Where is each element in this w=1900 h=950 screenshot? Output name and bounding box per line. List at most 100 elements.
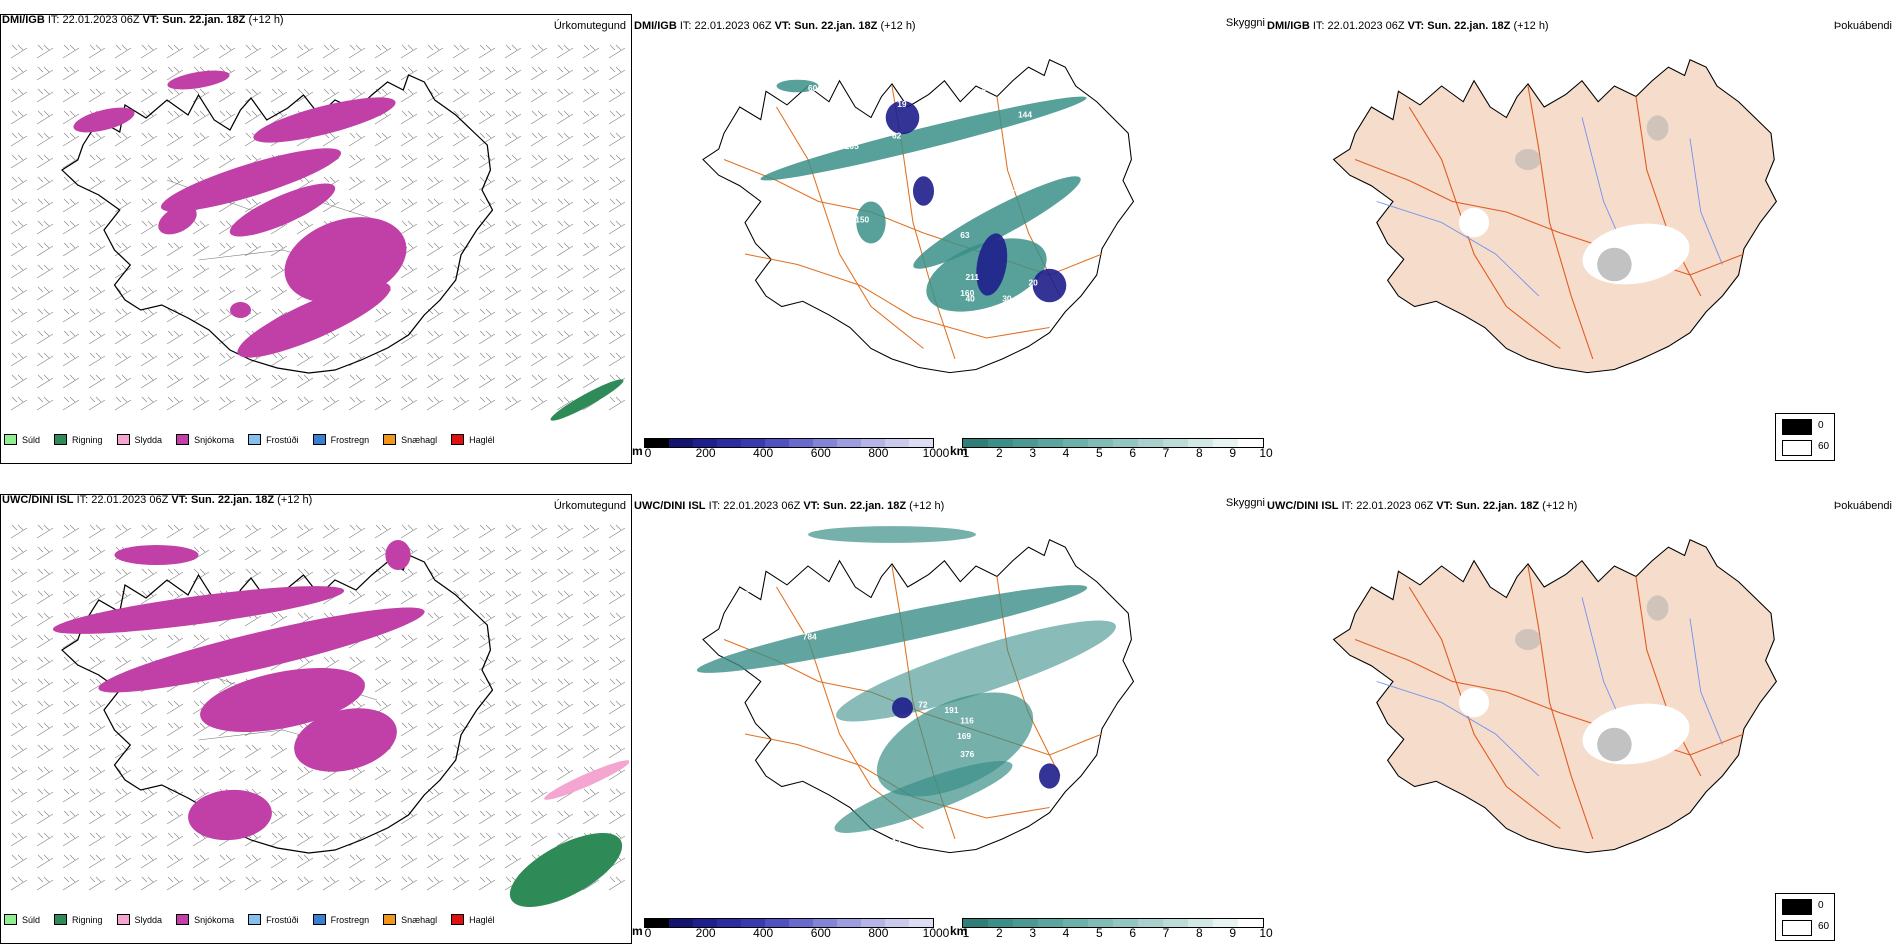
forecast-row: UWC/DINI ISL IT: 22.01.2023 06Z VT: Sun.… (0, 480, 1900, 950)
panel-title: DMI/IGB IT: 22.01.2023 06Z VT: Sun. 22.j… (2, 14, 284, 26)
wind-barb (478, 590, 496, 605)
wind-barb (244, 524, 262, 539)
wind-barb (478, 286, 496, 301)
visibility-value-label: 63 (960, 230, 970, 240)
wind-barb (478, 634, 496, 649)
wind-barb (10, 854, 28, 869)
wind-barb (62, 132, 80, 147)
wind-barb (504, 176, 522, 191)
visibility-value-label: 191 (945, 705, 959, 715)
wind-barb (608, 220, 626, 235)
wind-barb (426, 352, 444, 367)
wind-barb (374, 176, 392, 191)
wind-barb (114, 744, 132, 759)
wind-barb (36, 220, 54, 235)
wind-barb (582, 744, 600, 759)
fog-area (1646, 595, 1669, 621)
wind-barb (400, 352, 418, 367)
wind-barb (530, 220, 548, 235)
colorbar-cell (1113, 439, 1138, 447)
wind-barb (166, 722, 184, 737)
wind-barb (504, 546, 522, 561)
wind-barb (36, 132, 54, 147)
wind-barb (192, 788, 210, 803)
wind-barb (478, 788, 496, 803)
wind-barb (478, 330, 496, 345)
colorbar-cell (1113, 919, 1138, 927)
colorbar-cell (741, 919, 765, 927)
wind-barb (426, 132, 444, 147)
wind-barb (530, 396, 548, 411)
wind-barb (556, 66, 574, 81)
wind-barb (62, 220, 80, 235)
it-label: IT: (679, 20, 692, 32)
colorbar-tick-label: 7 (1162, 926, 1170, 940)
wind-barb (88, 66, 106, 81)
fog-area (1515, 629, 1541, 650)
low-visibility-area (836, 620, 1116, 722)
wind-barb (374, 590, 392, 605)
wind-barb (608, 242, 626, 257)
wind-barb (270, 286, 288, 301)
wind-barb (400, 876, 418, 891)
wind-barb (582, 612, 600, 627)
wind-barb (166, 568, 184, 583)
wind-barb (582, 524, 600, 539)
visibility-value-label: 27 (924, 99, 934, 109)
wind-barb (88, 788, 106, 803)
wind-barb (556, 220, 574, 235)
wind-barb (426, 700, 444, 715)
wind-barb (504, 220, 522, 235)
wind-barb (10, 154, 28, 169)
wind-barb (218, 744, 236, 759)
wind-barb (244, 264, 262, 279)
wind-barb (270, 788, 288, 803)
wind-barb (36, 700, 54, 715)
wind-barb (140, 88, 158, 103)
road-line (1635, 576, 1702, 777)
wind-barb (140, 66, 158, 81)
wind-barb (426, 524, 444, 539)
wind-barb (400, 220, 418, 235)
wind-barb (114, 308, 132, 323)
wind-barb (62, 568, 80, 583)
road-line (776, 106, 924, 349)
iceland-coastline (61, 74, 494, 374)
wind-barb (452, 396, 470, 411)
wind-barb (322, 352, 340, 367)
wind-barb (348, 44, 366, 59)
wind-barb (36, 744, 54, 759)
wind-barb (62, 766, 80, 781)
colorbar-cell (837, 439, 861, 447)
colorbar-cell (765, 919, 789, 927)
wind-barb (556, 154, 574, 169)
wind-barb (296, 546, 314, 561)
wind-barb (608, 396, 626, 411)
wind-barb (504, 242, 522, 257)
precip-legend-label: Haglél (469, 434, 495, 445)
river-line (1689, 138, 1723, 265)
wind-barb (582, 546, 600, 561)
wind-barb (530, 308, 548, 323)
wind-barb (582, 132, 600, 147)
wind-barb (426, 396, 444, 411)
precip-legend-item: Snjókoma (176, 914, 234, 925)
precip-legend-swatch (312, 434, 326, 445)
wind-barb (270, 766, 288, 781)
wind-barb (36, 242, 54, 257)
wind-barb (114, 242, 132, 257)
wind-barb (400, 810, 418, 825)
wind-barb (504, 700, 522, 715)
wind-barb (270, 66, 288, 81)
wind-barb (140, 330, 158, 345)
wind-barb (374, 656, 392, 671)
low-visibility-area (696, 585, 1088, 673)
wind-barb (140, 854, 158, 869)
colorbar-cell (789, 919, 813, 927)
colorbar-cell (1063, 919, 1088, 927)
colorbar-cell (1238, 919, 1263, 927)
colorbar-cell (1188, 919, 1213, 927)
wind-barb (582, 656, 600, 671)
vt-label: VT: (1436, 500, 1453, 512)
wind-barb (62, 242, 80, 257)
